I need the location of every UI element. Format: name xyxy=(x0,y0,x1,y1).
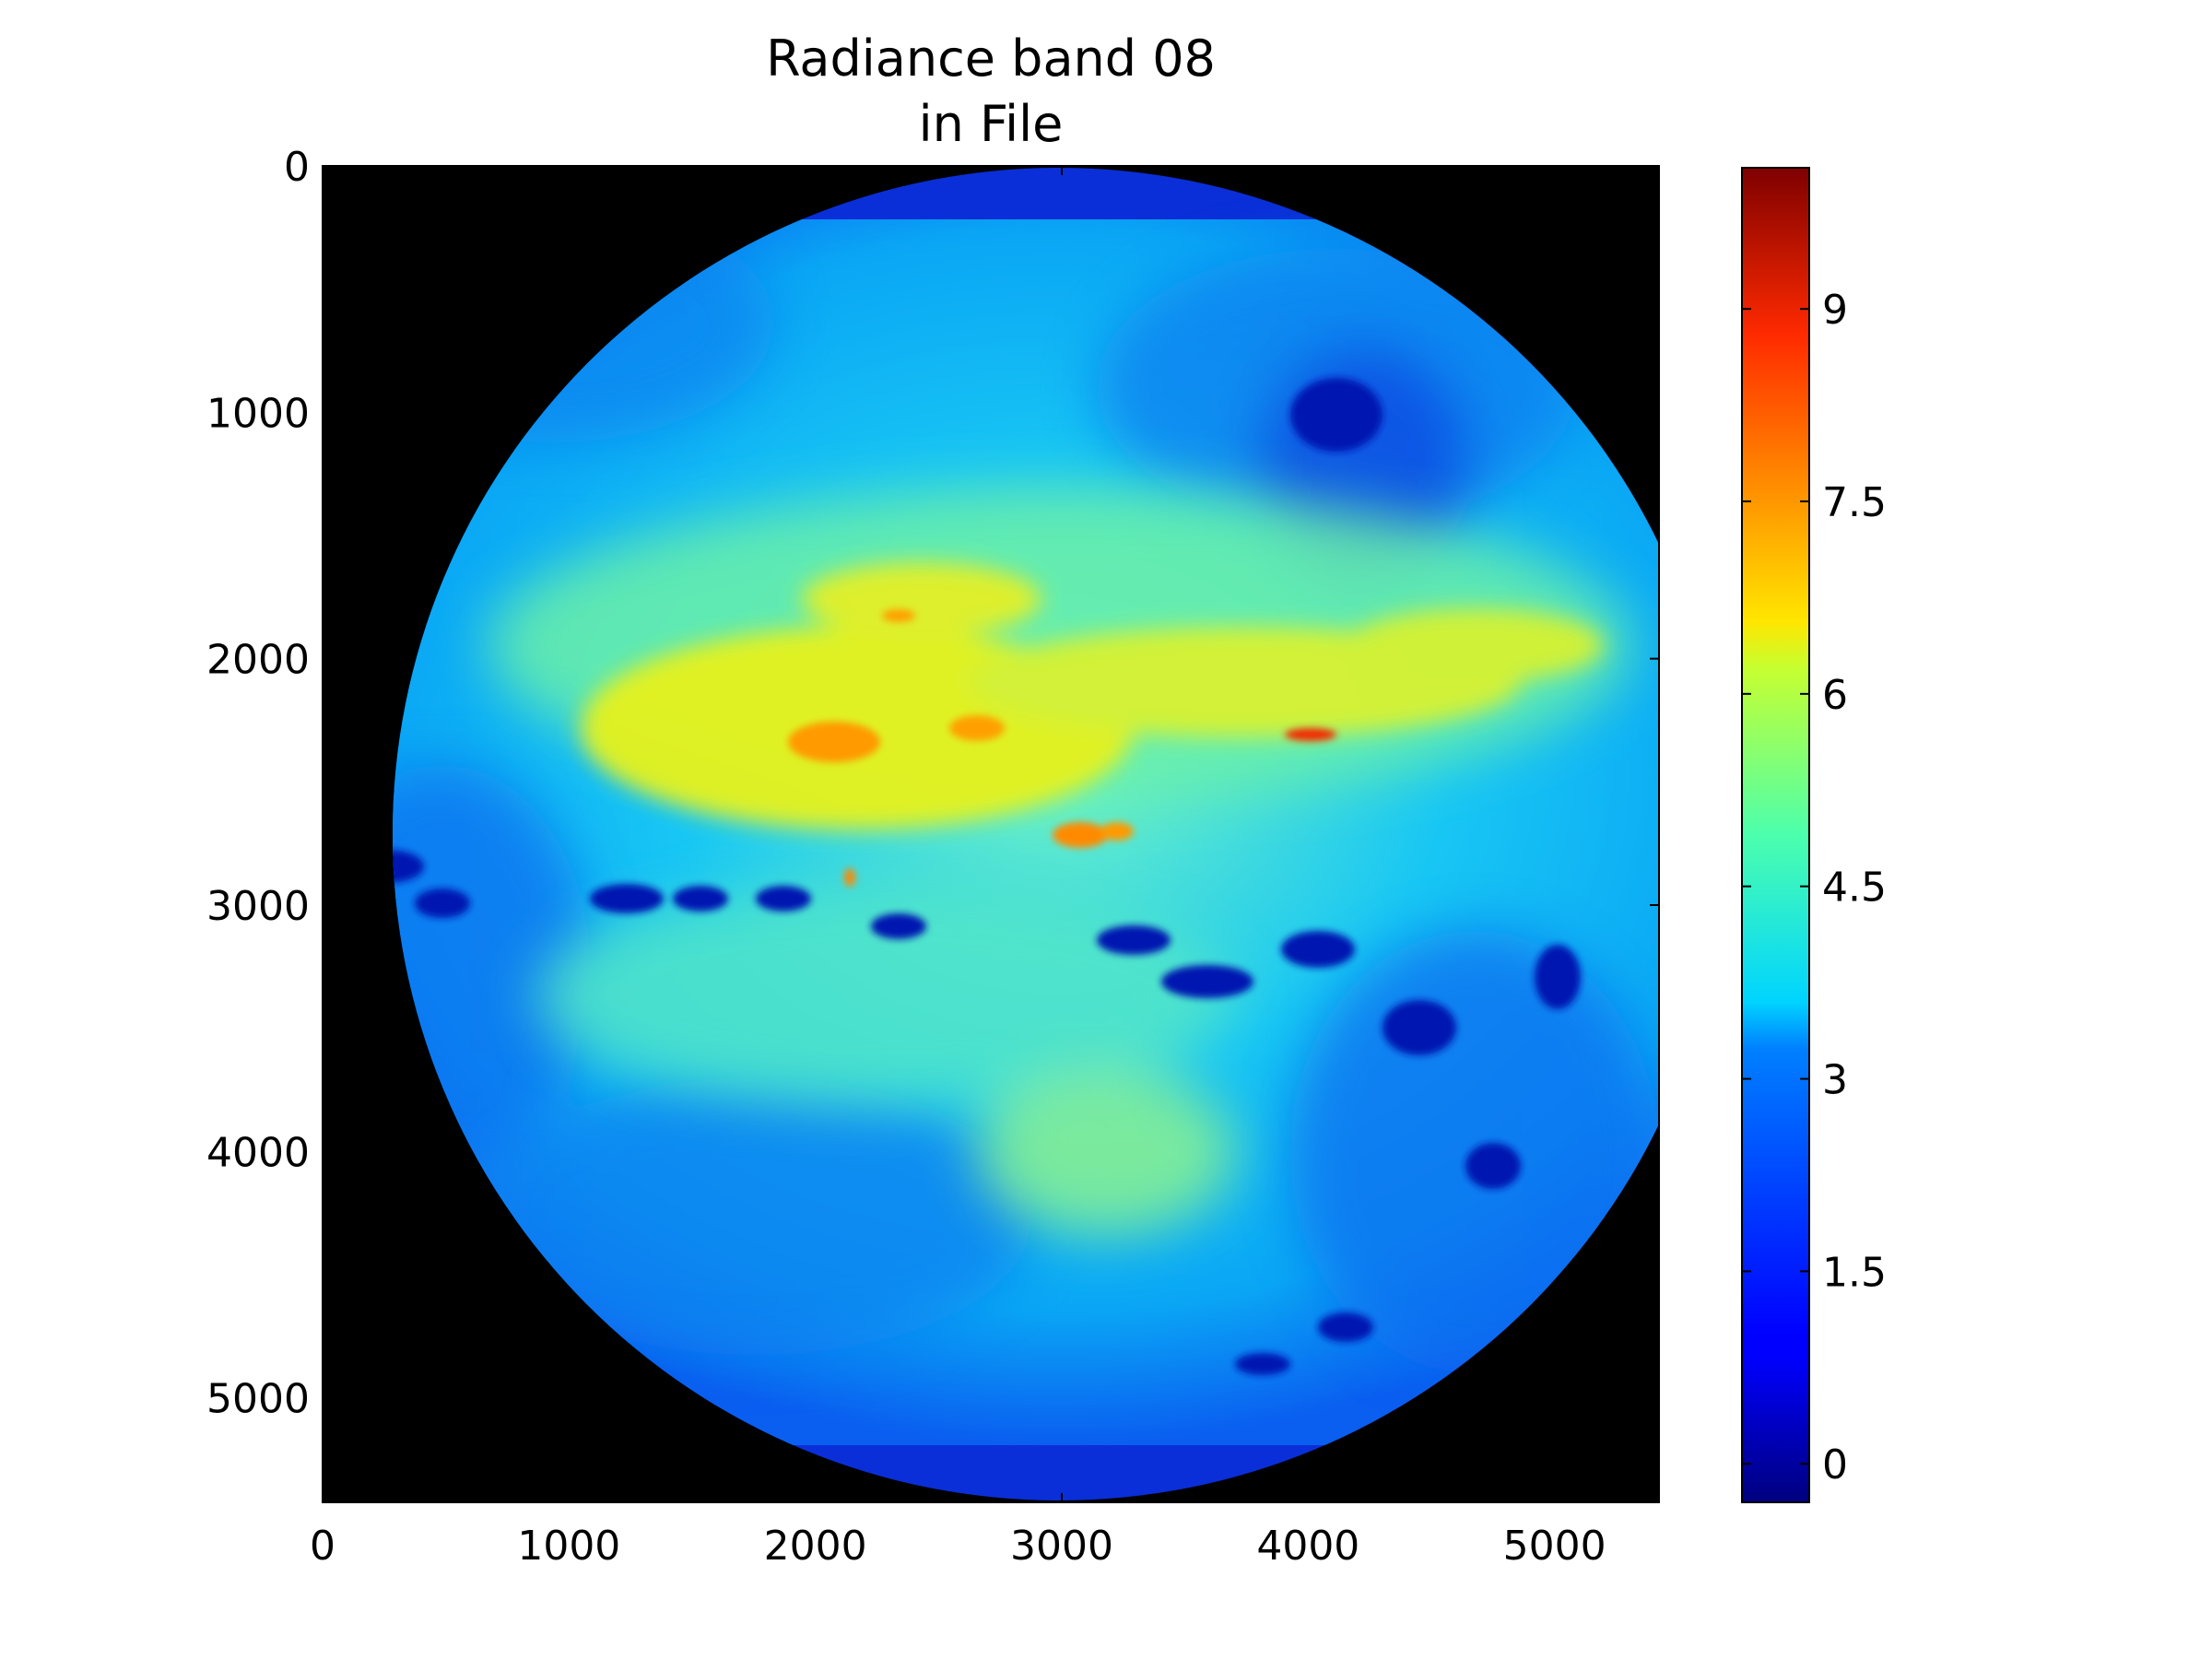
band-region xyxy=(535,885,1235,1106)
cold-cluster xyxy=(1535,945,1581,1009)
cold-cluster xyxy=(1097,925,1171,955)
x-tick-label: 5000 xyxy=(1503,1523,1606,1570)
x-tick-label: 2000 xyxy=(764,1523,867,1570)
x-tick-label: 3000 xyxy=(1010,1523,1113,1570)
colorbar xyxy=(1741,167,1810,1503)
cold-cluster xyxy=(1235,1353,1290,1375)
cold-cluster xyxy=(673,886,728,912)
warm-band xyxy=(581,562,1604,830)
cold-cluster xyxy=(393,850,424,883)
chart-title: Radiance band 08 xyxy=(766,29,1216,88)
hot-spot xyxy=(788,722,880,762)
hot-spot xyxy=(1285,728,1336,741)
cold-cluster xyxy=(1290,378,1382,452)
colorbar-tick-label: 0 xyxy=(1822,1441,1848,1488)
hot-spots xyxy=(788,609,1336,887)
x-tick-label: 4000 xyxy=(1256,1523,1359,1570)
y-tick-label: 5000 xyxy=(206,1376,310,1423)
cold-cluster xyxy=(1382,1000,1456,1055)
cold-cluster xyxy=(415,888,470,918)
cold-cluster xyxy=(1465,1143,1521,1189)
hot-spot xyxy=(882,609,915,622)
x-tick-label: 1000 xyxy=(517,1523,620,1570)
warm-region xyxy=(1346,608,1604,682)
hot-spot xyxy=(844,868,855,887)
chart-subtitle: in File xyxy=(919,95,1064,153)
y-tick-label: 4000 xyxy=(206,1129,310,1176)
x-axis: 0 1000 2000 3000 4000 5000 xyxy=(310,166,1606,1570)
hot-spot xyxy=(949,715,1005,741)
plot-frame xyxy=(322,165,1660,1503)
cold-cluster xyxy=(1281,931,1355,968)
cold-cluster xyxy=(871,913,926,939)
cold-cluster xyxy=(1318,1312,1373,1342)
swirl-region xyxy=(393,765,590,1171)
colorbar-tick-label: 6 xyxy=(1822,672,1848,719)
cold-cluster xyxy=(1161,965,1253,998)
y-tick-label: 0 xyxy=(284,144,310,191)
colorbar-tick-label: 7.5 xyxy=(1822,479,1887,526)
hot-spot xyxy=(1100,822,1134,841)
cold-clusters xyxy=(393,378,1581,1375)
hot-spot xyxy=(1053,822,1108,848)
cold-cluster xyxy=(756,886,811,912)
colorbar-tick-label: 3 xyxy=(1822,1057,1848,1104)
band-region xyxy=(977,1069,1235,1235)
heatmap-image xyxy=(323,166,1659,1502)
y-axis: 0 1000 2000 3000 4000 5000 xyxy=(206,144,1659,1423)
y-tick-label: 1000 xyxy=(206,390,310,437)
y-tick-label: 3000 xyxy=(206,883,310,930)
colorbar-tick-label: 9 xyxy=(1822,287,1848,334)
cold-cluster xyxy=(590,884,664,913)
colorbar-axis: 0 1.5 3 4.5 6 7.5 9 xyxy=(1742,287,1887,1488)
colorbar-tick-label: 1.5 xyxy=(1822,1249,1887,1296)
swirl-region xyxy=(479,1078,1032,1355)
warm-region xyxy=(802,562,1041,636)
x-tick-label: 0 xyxy=(310,1523,335,1570)
y-tick-label: 2000 xyxy=(206,637,310,684)
colorbar-tick-label: 4.5 xyxy=(1822,865,1887,912)
